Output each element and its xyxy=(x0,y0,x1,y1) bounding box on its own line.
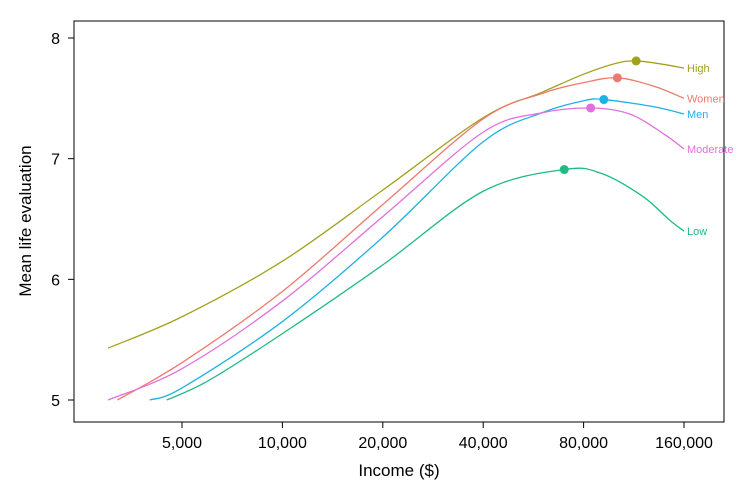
x-tick-label: 5,000 xyxy=(162,435,202,452)
x-axis-title: Income ($) xyxy=(358,461,439,480)
peak-marker-men xyxy=(599,95,609,105)
series-label-high: High xyxy=(687,63,710,75)
x-tick-label: 160,000 xyxy=(655,435,713,452)
peak-markers xyxy=(559,56,641,175)
series-line-moderate xyxy=(107,107,685,401)
peak-marker-low xyxy=(559,165,569,175)
y-tick-label: 5 xyxy=(51,393,60,410)
y-tick-label: 7 xyxy=(51,152,60,169)
plot-frame xyxy=(73,20,725,423)
series-label-women: Women xyxy=(687,93,725,105)
x-tick-label: 20,000 xyxy=(358,435,407,452)
y-tick-label: 6 xyxy=(51,272,60,289)
series-label-low: Low xyxy=(687,226,707,238)
series-line-women xyxy=(117,77,685,401)
peak-marker-high xyxy=(631,56,641,66)
y-axis: 5 6 7 8 xyxy=(51,31,74,410)
peak-marker-moderate xyxy=(586,103,596,113)
series-label-men: Men xyxy=(687,109,708,121)
series-line-low xyxy=(166,167,685,401)
series-lines xyxy=(107,60,685,401)
series-labels: High Women Men Moderate Low xyxy=(687,63,733,238)
x-tick-label: 10,000 xyxy=(258,435,307,452)
series-label-moderate: Moderate xyxy=(687,144,733,156)
x-tick-label: 80,000 xyxy=(559,435,608,452)
y-axis-title: Mean life evaluation xyxy=(16,145,35,296)
y-tick-label: 8 xyxy=(51,31,60,48)
series-line-men xyxy=(149,98,685,401)
x-axis: 5,000 10,000 20,000 40,000 80,000 160,000 xyxy=(162,422,713,452)
peak-marker-women xyxy=(612,73,622,83)
x-tick-label: 40,000 xyxy=(459,435,508,452)
